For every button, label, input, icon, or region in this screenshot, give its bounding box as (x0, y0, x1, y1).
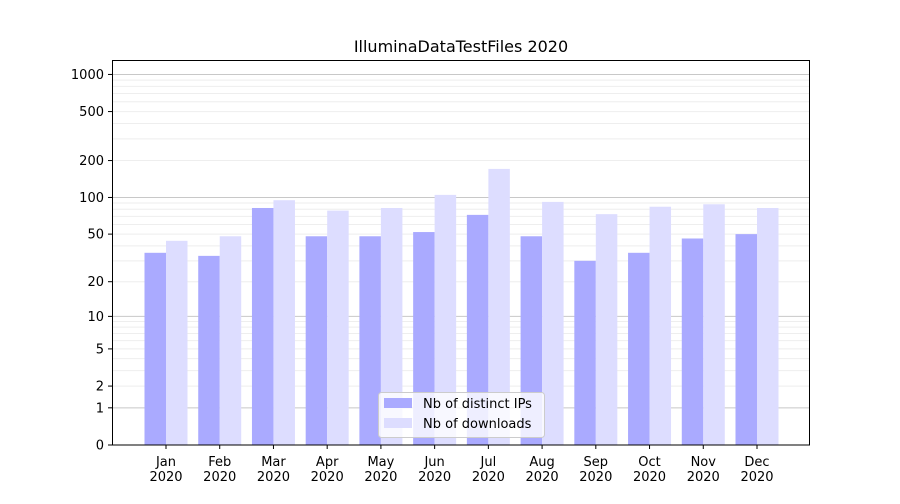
bar-downloads (219, 236, 242, 445)
y-tick-label: 1 (96, 401, 104, 416)
bar-ips (413, 232, 435, 445)
y-axis: 0 1 2 5 10 20 50 100 200 500 1000 (71, 68, 112, 454)
bar-ips (628, 252, 650, 445)
x-tick-label: May 2020 (364, 455, 397, 485)
y-tick-label: 100 (79, 191, 104, 206)
bar-ips (466, 214, 489, 445)
bar-ips (574, 260, 596, 445)
y-tick-label: 200 (79, 154, 104, 169)
bar-ips (251, 207, 274, 445)
x-tick-label: Mar 2020 (257, 455, 290, 485)
bar-downloads (649, 206, 672, 445)
bar-downloads (488, 168, 510, 445)
bar-ips (198, 255, 220, 445)
chart-title: IlluminaDataTestFiles 2020 (354, 37, 568, 56)
bar-ips (681, 238, 704, 445)
legend-swatch (384, 418, 412, 428)
bar-ips (359, 236, 381, 445)
x-tick-label: Aug 2020 (526, 455, 559, 485)
y-tick-label: 20 (87, 275, 104, 290)
x-tick-label: Nov 2020 (687, 455, 720, 485)
legend-label: Nb of distinct IPs (423, 397, 532, 412)
y-tick-label: 2 (96, 380, 104, 395)
legend-label: Nb of downloads (423, 417, 532, 432)
bar-downloads (595, 214, 618, 445)
bar-downloads (273, 200, 295, 445)
x-tick-label: Oct 2020 (633, 455, 666, 485)
bar-ips (144, 252, 166, 445)
x-tick-label: Jul 2020 (472, 455, 505, 485)
bar-downloads (757, 207, 779, 445)
legend-box (378, 392, 545, 438)
bar-downloads (166, 240, 188, 445)
x-tick-label: Jun 2020 (418, 455, 451, 485)
bar-ips (735, 234, 757, 445)
y-tick-label: 500 (79, 105, 104, 120)
plot-frame (112, 60, 810, 446)
x-axis: Jan 2020 Feb 2020 Mar 2020 Apr 2020 May 2020 Jun 20… (149, 445, 774, 485)
bar-downloads (327, 210, 349, 445)
x-tick-label: Jan 2020 (149, 455, 182, 485)
bar-ips (305, 236, 328, 445)
y-tick-label: 10 (87, 310, 104, 325)
y-tick-label: 5 (96, 342, 104, 357)
x-tick-label: Apr 2020 (311, 455, 344, 485)
x-tick-label: Dec 2020 (740, 455, 773, 485)
y-tick-label: 50 (87, 228, 104, 243)
legend-swatch (384, 398, 412, 408)
bar-downloads (380, 207, 403, 445)
x-tick-label: Feb 2020 (203, 455, 236, 485)
bar-downloads (542, 201, 564, 445)
bar-downloads (703, 204, 725, 445)
y-tick-label: 0 (96, 439, 104, 454)
y-tick-label: 1000 (71, 68, 104, 83)
legend: Nb of distinct IPs Nb of downloads (378, 392, 545, 438)
x-tick-label: Sep 2020 (579, 455, 612, 485)
bar-downloads (434, 194, 457, 445)
